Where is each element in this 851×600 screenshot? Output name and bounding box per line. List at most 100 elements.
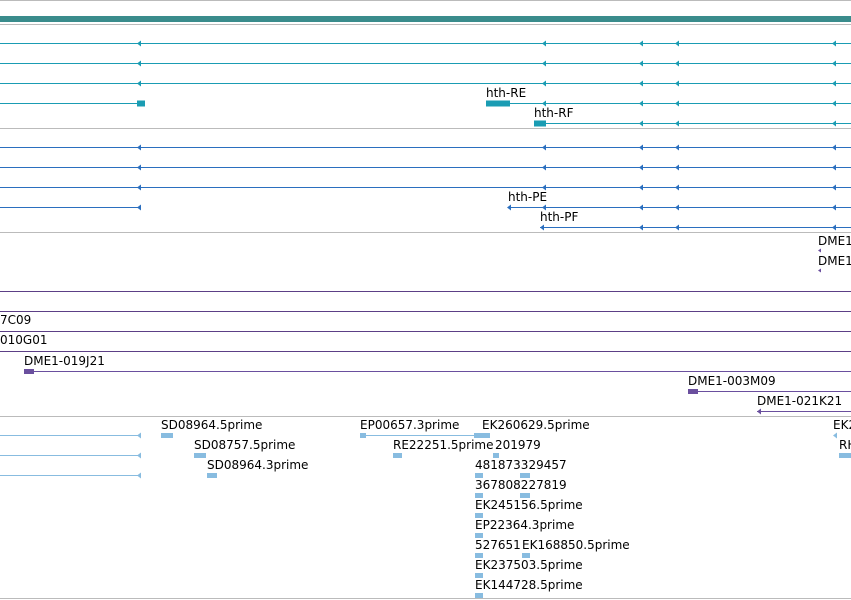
strand-arrow (137, 40, 141, 47)
strand-arrow (675, 120, 679, 127)
strand-arrow (137, 60, 141, 67)
clone-marker (818, 248, 821, 253)
strand-arrow (137, 80, 141, 87)
strand-arrow (639, 184, 643, 191)
strand-arrow (832, 40, 836, 47)
feature-label-ek260629-5prime[interactable]: EK260629.5prime (482, 418, 590, 432)
strand-arrow (832, 144, 836, 151)
feature-label-ep00657-3prime[interactable]: EP00657.3prime (360, 418, 460, 432)
est-block (194, 453, 206, 458)
clone-marker (818, 268, 821, 273)
est-block (475, 493, 483, 498)
feature-label-ek245156-5prime[interactable]: EK245156.5prime (475, 498, 583, 512)
strand-arrow (675, 60, 679, 67)
feature-label-hth-pf[interactable]: hth-PF (540, 210, 579, 224)
est-block (475, 573, 483, 578)
est-block (360, 433, 366, 438)
feature-label-hth-re[interactable]: hth-RE (486, 86, 527, 100)
strand-arrow (639, 100, 643, 107)
strand-arrow (639, 224, 643, 231)
strand-arrow (832, 164, 836, 171)
est-block (839, 453, 851, 458)
feature-label-sd08757-5prime[interactable]: SD08757.5prime (194, 438, 296, 452)
strand-arrow (832, 100, 836, 107)
strand-arrow (137, 184, 141, 191)
est-block (520, 473, 530, 478)
strand-arrow (137, 144, 141, 151)
strand-arrow (542, 184, 546, 191)
est-block (475, 473, 483, 478)
est-block (393, 453, 402, 458)
feature-label-010g01[interactable]: 010G01 (0, 333, 48, 347)
feature-label-sd08964-3prime[interactable]: SD08964.3prime (207, 458, 309, 472)
feature-label-ep22364-3prime[interactable]: EP22364.3prime (475, 518, 575, 532)
strand-arrow (540, 224, 544, 231)
est-block (475, 553, 483, 558)
strand-arrow (639, 120, 643, 127)
est-block (475, 513, 483, 518)
strand-arrow (675, 184, 679, 191)
strand-arrow (639, 204, 643, 211)
feature-label-dme1-003m09[interactable]: DME1-003M09 (688, 374, 776, 388)
strand-arrow (675, 80, 679, 87)
feature-label-rh[interactable]: RH (839, 438, 851, 452)
est-block (475, 533, 483, 538)
est-block (522, 553, 530, 558)
strand-arrow (832, 60, 836, 67)
feature-label-dme1-019j21[interactable]: DME1-019J21 (24, 354, 105, 368)
strand-arrow (833, 432, 837, 439)
strand-arrow (542, 100, 546, 107)
feature-label-hth-rf[interactable]: hth-RF (534, 106, 574, 120)
feature-label-7c09[interactable]: 7C09 (0, 313, 32, 327)
feature-label-ek237503-5prime[interactable]: EK237503.5prime (475, 558, 583, 572)
est-block (482, 433, 490, 438)
strand-arrow (675, 164, 679, 171)
est-block (493, 453, 499, 458)
strand-arrow (675, 224, 679, 231)
strand-arrow (832, 184, 836, 191)
strand-arrow (542, 204, 546, 211)
est-block (475, 593, 483, 598)
feature-label-hth-pe[interactable]: hth-PE (508, 190, 548, 204)
feature-label-dme1-021k21[interactable]: DME1-021K21 (757, 394, 843, 408)
strand-arrow (542, 60, 546, 67)
feature-label-481873329457[interactable]: 481873329457 (475, 458, 567, 472)
feature-label-dme1-a[interactable]: DME1 (818, 234, 851, 248)
est-block (161, 433, 173, 438)
strand-arrow (832, 224, 836, 231)
feature-label-dme1-b[interactable]: DME1 (818, 254, 851, 268)
strand-arrow (137, 432, 141, 439)
strand-arrow (639, 40, 643, 47)
exon-block (137, 100, 145, 107)
strand-arrow (675, 100, 679, 107)
strand-arrow (832, 120, 836, 127)
strand-arrow (639, 80, 643, 87)
feature-label-ek168850-5prime[interactable]: EK168850.5prime (522, 538, 630, 552)
feature-label-re22251-5prime[interactable]: RE22251.5prime (393, 438, 494, 452)
feature-label-201979[interactable]: 201979 (495, 438, 541, 452)
feature-label-367808227819[interactable]: 367808227819 (475, 478, 567, 492)
feature-label-sd08964-5prime[interactable]: SD08964.5prime (161, 418, 263, 432)
strand-arrow (675, 204, 679, 211)
feature-label-ek2[interactable]: EK2 (833, 418, 851, 432)
est-block (474, 433, 482, 438)
strand-arrow (137, 452, 141, 459)
strand-arrow (639, 144, 643, 151)
feature-label-ek144728-5prime[interactable]: EK144728.5prime (475, 578, 583, 592)
strand-arrow (542, 164, 546, 171)
exon-block (486, 100, 510, 107)
feature-label-527651[interactable]: 527651 (475, 538, 521, 552)
strand-arrow (639, 164, 643, 171)
strand-arrow (675, 40, 679, 47)
strand-arrow (137, 204, 141, 211)
strand-arrow (832, 204, 836, 211)
strand-arrow (542, 144, 546, 151)
strand-arrow (137, 472, 141, 479)
strand-arrow (507, 204, 511, 211)
est-block (520, 493, 530, 498)
strand-arrow (137, 164, 141, 171)
strand-arrow (832, 80, 836, 87)
est-block (207, 473, 217, 478)
